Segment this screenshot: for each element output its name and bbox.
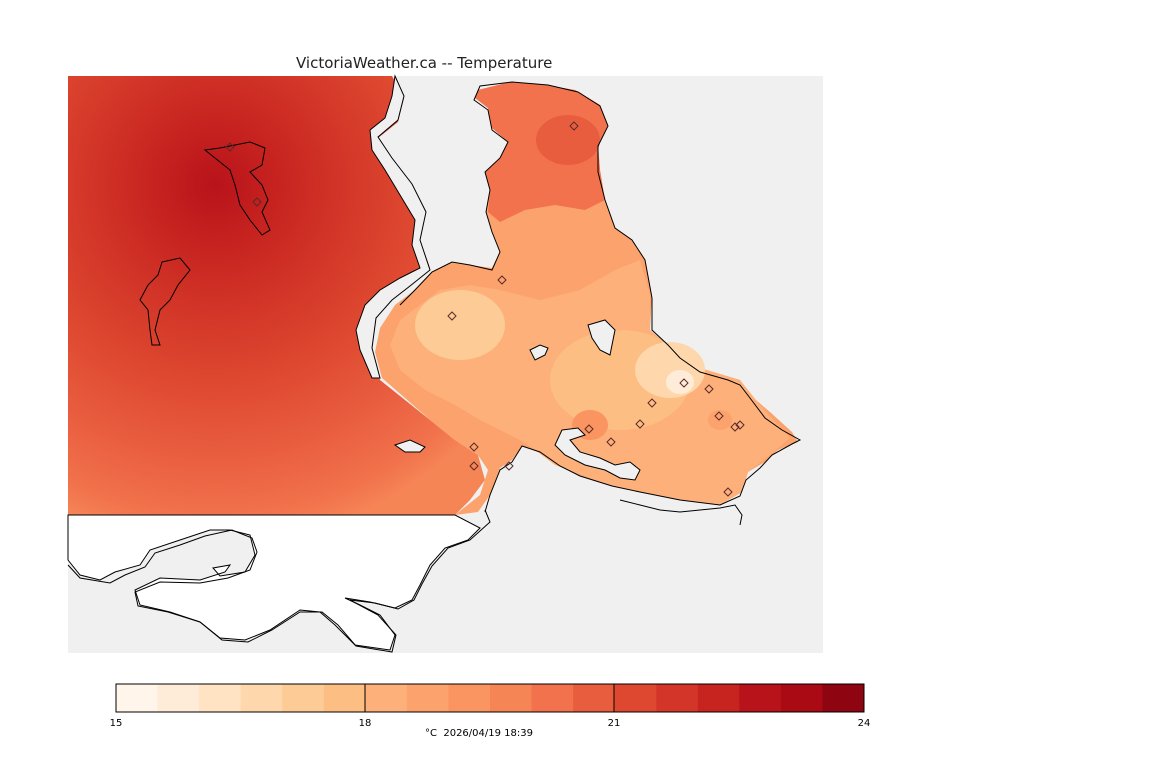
colorbar-unit: °C <box>425 728 437 739</box>
colorbar-cell <box>739 684 782 712</box>
colorbar-caption: °C 2026/04/19 18:39 <box>425 728 533 739</box>
temperature-band-cool-west <box>415 290 505 360</box>
station-marker <box>252 197 262 207</box>
colorbar-cell <box>780 684 823 712</box>
colorbar-cell <box>697 684 740 712</box>
station-marker <box>714 411 724 421</box>
station-marker <box>497 275 507 285</box>
colorbar-cells <box>116 684 865 712</box>
station-marker <box>647 398 657 408</box>
colorbar-cell <box>573 684 616 712</box>
temperature-field-west <box>68 76 485 515</box>
colorbar-cell <box>282 684 325 712</box>
temperature-band-hot-north <box>536 115 600 165</box>
temperature-band-warm-spot-east <box>708 410 732 430</box>
station-marker <box>225 142 235 152</box>
colorbar-cell <box>157 684 200 712</box>
colorbar-frame <box>115 683 865 713</box>
coastline-inlet <box>355 74 431 379</box>
coastline-peninsula <box>399 81 802 513</box>
colorbar-cell <box>365 684 408 712</box>
temperature-band-coolest <box>666 370 694 394</box>
station-marker <box>504 461 514 471</box>
station-markers <box>225 121 745 497</box>
map-title: VictoriaWeather.ca -- Temperature <box>296 54 553 72</box>
colorbar-cell <box>323 684 366 712</box>
station-marker <box>735 420 745 430</box>
coastline-south <box>67 509 491 653</box>
station-marker <box>635 419 645 429</box>
island-harbour <box>393 439 426 453</box>
colorbar-tick-15: 15 <box>110 718 123 729</box>
colorbar-tick-18: 18 <box>359 718 372 729</box>
island-pond <box>529 344 549 361</box>
island-west-1 <box>203 141 271 236</box>
colorbar-cell <box>448 684 491 712</box>
colorbar-cell <box>614 684 657 712</box>
station-marker <box>569 121 579 131</box>
station-marker <box>584 424 594 434</box>
colorbar-cell <box>490 684 533 712</box>
colorbar-cell <box>406 684 449 712</box>
station-marker <box>606 437 616 447</box>
colorbar-timestamp: 2026/04/19 18:39 <box>443 728 533 739</box>
harbour-inlet <box>554 427 641 481</box>
station-marker <box>469 461 479 471</box>
colorbar-cell <box>116 684 159 712</box>
colorbar-cell <box>822 684 865 712</box>
station-marker <box>679 378 689 388</box>
island-lake <box>587 319 616 356</box>
colorbar-tick-21: 21 <box>608 718 621 729</box>
colorbar-tick-24: 24 <box>858 718 871 729</box>
station-marker <box>704 384 714 394</box>
colorbar-cell <box>199 684 242 712</box>
colorbar-cell <box>240 684 283 712</box>
station-marker <box>730 422 740 432</box>
station-marker <box>723 487 733 497</box>
coastline-southeast <box>619 499 743 526</box>
station-marker <box>447 311 457 321</box>
island-west-2 <box>139 257 191 346</box>
colorbar-cell <box>531 684 574 712</box>
station-marker <box>469 442 479 452</box>
colorbar-cell <box>656 684 699 712</box>
